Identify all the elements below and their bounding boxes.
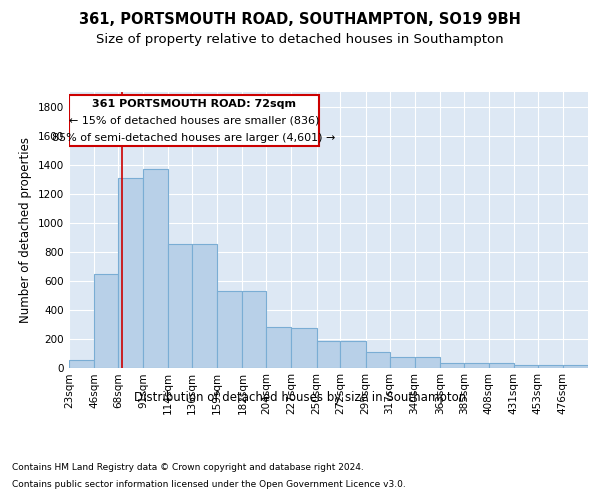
Text: 85% of semi-detached houses are larger (4,601) →: 85% of semi-detached houses are larger (… <box>52 132 335 142</box>
Bar <box>440 363 464 368</box>
Y-axis label: Number of detached properties: Number of detached properties <box>19 137 32 323</box>
Bar <box>266 327 292 368</box>
Bar <box>94 274 118 368</box>
Bar <box>365 352 389 368</box>
Text: Contains HM Land Registry data © Crown copyright and database right 2024.: Contains HM Land Registry data © Crown c… <box>12 462 364 471</box>
Text: Distribution of detached houses by size in Southampton: Distribution of detached houses by size … <box>134 391 466 404</box>
Bar <box>538 366 563 368</box>
Text: ← 15% of detached houses are smaller (836): ← 15% of detached houses are smaller (83… <box>68 116 319 126</box>
Bar <box>242 291 266 368</box>
Bar <box>563 366 588 368</box>
Bar <box>118 178 143 368</box>
Text: 361 PORTSMOUTH ROAD: 72sqm: 361 PORTSMOUTH ROAD: 72sqm <box>92 99 296 109</box>
Bar <box>69 360 94 368</box>
Text: 361, PORTSMOUTH ROAD, SOUTHAMPTON, SO19 9BH: 361, PORTSMOUTH ROAD, SOUTHAMPTON, SO19 … <box>79 12 521 28</box>
Bar <box>317 340 340 367</box>
Text: Contains public sector information licensed under the Open Government Licence v3: Contains public sector information licen… <box>12 480 406 489</box>
Bar <box>389 358 415 368</box>
Bar <box>489 364 514 368</box>
Text: Size of property relative to detached houses in Southampton: Size of property relative to detached ho… <box>96 32 504 46</box>
Bar <box>340 340 365 367</box>
Bar <box>143 169 168 368</box>
Bar <box>168 244 192 368</box>
Bar <box>69 96 319 146</box>
Bar <box>464 364 489 368</box>
Bar <box>217 291 242 368</box>
Bar <box>514 365 538 368</box>
Bar <box>192 244 217 368</box>
Bar <box>292 328 317 368</box>
Bar <box>415 358 440 368</box>
